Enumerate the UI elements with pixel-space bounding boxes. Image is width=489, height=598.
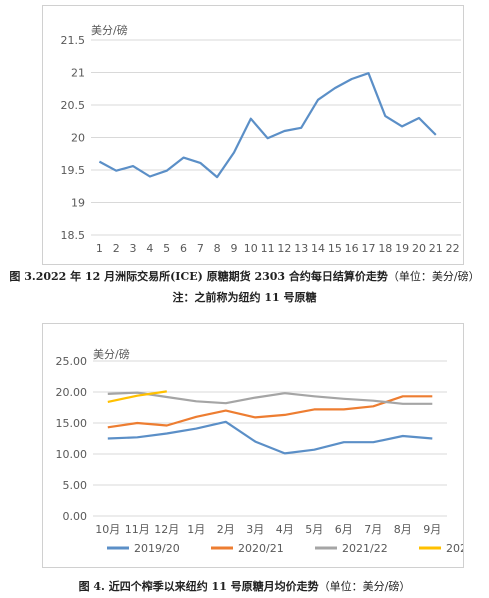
- figure-3-caption: 图 3.2022 年 12 月洲际交易所(ICE) 原糖期货 2303 合约每日…: [0, 268, 489, 284]
- figure-4-unit: （单位：美分/磅）: [318, 580, 411, 593]
- x-tick-label: 20: [412, 242, 426, 255]
- series-line-settlement-price: [98, 72, 437, 179]
- x-tick-label: 13: [294, 242, 308, 255]
- figure-3-note: 注：之前称为纽约 11 号原糖: [0, 289, 489, 305]
- x-tick-label: 18: [378, 242, 392, 255]
- x-tick-label: 5: [163, 242, 170, 255]
- legend-label: 2021/22: [342, 542, 388, 555]
- x-tick-label: 21: [429, 242, 443, 255]
- y-tick-label: 0.00: [63, 510, 88, 523]
- x-tick-label: 11: [261, 242, 275, 255]
- x-tick-label: 14: [311, 242, 325, 255]
- y-tick-label: 20.5: [61, 99, 86, 112]
- y-tick-label: 20: [71, 132, 85, 145]
- x-tick-label: 17: [362, 242, 376, 255]
- x-tick-label: 7月: [364, 523, 382, 536]
- x-tick-label: 11月: [125, 523, 150, 536]
- unit-label: 美分/磅: [93, 347, 130, 361]
- y-tick-label: 19: [71, 197, 85, 210]
- x-tick-label: 15: [328, 242, 342, 255]
- x-tick-label: 3月: [246, 523, 264, 536]
- x-tick-label: 22: [446, 242, 460, 255]
- x-tick-label: 4: [146, 242, 153, 255]
- x-tick-label: 7: [197, 242, 204, 255]
- x-tick-label: 6月: [335, 523, 353, 536]
- x-tick-label: 16: [345, 242, 359, 255]
- legend-label: 2019/20: [134, 542, 180, 555]
- x-tick-label: 2月: [217, 523, 235, 536]
- figure-3-unit: （单位：美分/磅）: [387, 270, 480, 283]
- x-tick-label: 8: [214, 242, 221, 255]
- series-line-2021/22: [107, 391, 433, 405]
- chart-1: 18.5 19 19.5 20 20.5 21 21.5 1 2 3 4 5 6 7 8 9 10 11 12 13 1…: [42, 5, 464, 265]
- x-tick-label: 1: [96, 242, 103, 255]
- x-tick-label: 10月: [95, 523, 120, 536]
- y-tick-label: 10.00: [56, 448, 88, 461]
- y-tick-label: 20.00: [56, 386, 88, 399]
- x-tick-label: 10: [244, 242, 258, 255]
- x-tick-label: 6: [180, 242, 187, 255]
- y-tick-label: 15.00: [56, 417, 88, 430]
- y-tick-label: 19.5: [61, 164, 86, 177]
- y-tick-label: 21.5: [61, 34, 86, 47]
- y-tick-label: 25.00: [56, 355, 88, 368]
- x-tick-label: 8月: [394, 523, 412, 536]
- y-tick-label: 5.00: [63, 479, 88, 492]
- figure-4-title: 图 4. 近四个榨季以来纽约 11 号原糖月均价走势: [78, 580, 319, 593]
- x-tick-label: 3: [130, 242, 137, 255]
- x-tick-label: 9月: [423, 523, 441, 536]
- x-tick-label: 12月: [154, 523, 179, 536]
- x-tick-label: 4月: [276, 523, 294, 536]
- x-tick-label: 5月: [305, 523, 323, 536]
- series-line-2020/21: [107, 395, 433, 429]
- figure-4-caption: 图 4. 近四个榨季以来纽约 11 号原糖月均价走势（单位：美分/磅）: [0, 578, 489, 594]
- x-tick-label: 9: [230, 242, 237, 255]
- figure-3-note-text: 注：之前称为纽约 11 号原糖: [172, 291, 317, 304]
- y-tick-label: 18.5: [61, 229, 86, 242]
- unit-label: 美分/磅: [91, 23, 128, 37]
- chart-2-plot: 0.00 5.00 10.00 15.00 20.00 25.00 10月 11月 12月 1月 2…: [56, 347, 464, 555]
- x-tick-label: 12: [277, 242, 291, 255]
- x-tick-label: 19: [395, 242, 409, 255]
- legend-label: 2020/21: [238, 542, 284, 555]
- y-tick-label: 21: [71, 67, 85, 80]
- x-tick-label: 1月: [187, 523, 205, 536]
- x-tick-label: 2: [113, 242, 120, 255]
- series-line-2022/23: [107, 390, 167, 403]
- legend-label: 2022/23: [446, 542, 463, 555]
- chart-2: 0.00 5.00 10.00 15.00 20.00 25.00 10月 11月 12月 1月 2…: [42, 323, 464, 568]
- figure-3-title: 图 3.2022 年 12 月洲际交易所(ICE) 原糖期货 2303 合约每日…: [9, 270, 388, 283]
- series-line-2019/20: [107, 420, 433, 455]
